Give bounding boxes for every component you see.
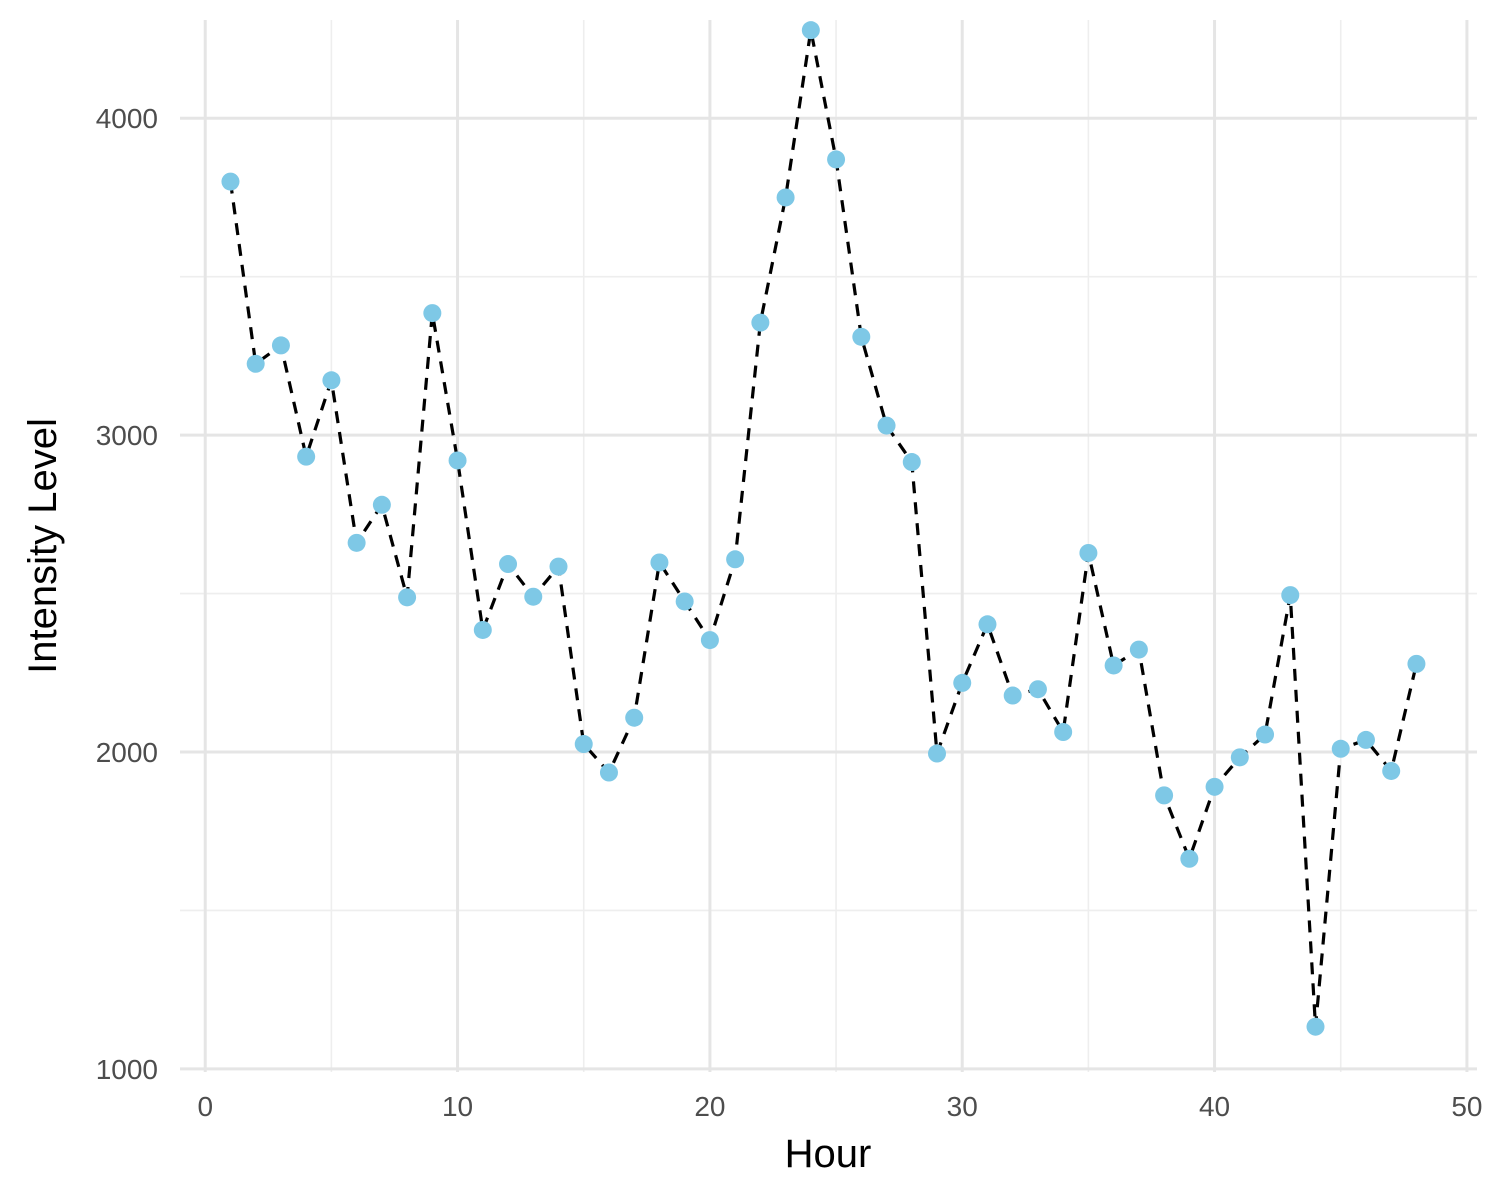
data-point: [625, 708, 644, 727]
x-axis-tick-labels: 0 10 20 30 40 50: [197, 1091, 1482, 1122]
data-point: [852, 327, 871, 346]
data-point: [1230, 748, 1249, 767]
y-axis-tick-labels: 1000 2000 3000 4000: [96, 103, 158, 1085]
data-point: [574, 735, 593, 754]
data-point: [1407, 654, 1426, 673]
data-point: [1180, 849, 1199, 868]
y-tick-label: 4000: [96, 103, 158, 134]
data-point: [221, 172, 240, 191]
data-point: [1356, 730, 1375, 749]
data-point: [1382, 761, 1401, 780]
data-point: [953, 673, 972, 692]
data-point: [347, 533, 366, 552]
major-gridlines: [180, 20, 1477, 1072]
series-points-group: [221, 21, 1426, 1036]
data-point: [902, 453, 921, 472]
data-point: [877, 416, 896, 435]
data-point: [524, 587, 543, 606]
x-tick-label: 0: [197, 1091, 213, 1122]
series-line: [228, 28, 1418, 1029]
minor-gridlines: [180, 20, 1477, 1072]
data-point: [448, 451, 467, 470]
data-point: [1079, 543, 1098, 562]
data-point: [1028, 680, 1047, 699]
data-point: [801, 21, 820, 40]
data-point: [322, 371, 341, 390]
data-point: [675, 592, 694, 611]
y-tick-label: 1000: [96, 1054, 158, 1085]
y-tick-label: 2000: [96, 737, 158, 768]
x-tick-label: 50: [1451, 1091, 1482, 1122]
data-point: [423, 304, 442, 323]
data-point: [726, 550, 745, 569]
data-point: [751, 313, 770, 332]
y-axis-title: Intensity Level: [21, 418, 65, 674]
x-tick-label: 20: [694, 1091, 725, 1122]
data-point: [297, 447, 316, 466]
x-tick-label: 10: [442, 1091, 473, 1122]
data-point: [978, 615, 997, 634]
x-axis-title: Hour: [785, 1132, 872, 1176]
data-point: [776, 188, 795, 207]
data-point: [650, 553, 669, 572]
data-point: [549, 557, 568, 576]
x-tick-label: 40: [1199, 1091, 1230, 1122]
data-point: [1205, 777, 1224, 796]
data-point: [271, 336, 290, 355]
data-point: [928, 744, 947, 763]
data-point: [1256, 725, 1275, 744]
data-point: [700, 631, 719, 650]
data-point: [1003, 686, 1022, 705]
data-point: [1054, 723, 1073, 742]
data-point: [1281, 586, 1300, 605]
data-point: [1306, 1017, 1325, 1036]
data-point: [1155, 786, 1174, 805]
data-point: [1331, 739, 1350, 758]
data-point: [599, 763, 618, 782]
data-point: [827, 150, 846, 169]
data-point: [372, 495, 391, 514]
data-point: [246, 354, 265, 373]
data-point: [473, 620, 492, 639]
data-point: [398, 588, 417, 607]
data-point: [1129, 640, 1148, 659]
series-line-group: [228, 28, 1418, 1029]
y-tick-label: 3000: [96, 420, 158, 451]
x-tick-label: 30: [947, 1091, 978, 1122]
data-point: [499, 555, 518, 574]
data-point: [1104, 656, 1123, 675]
